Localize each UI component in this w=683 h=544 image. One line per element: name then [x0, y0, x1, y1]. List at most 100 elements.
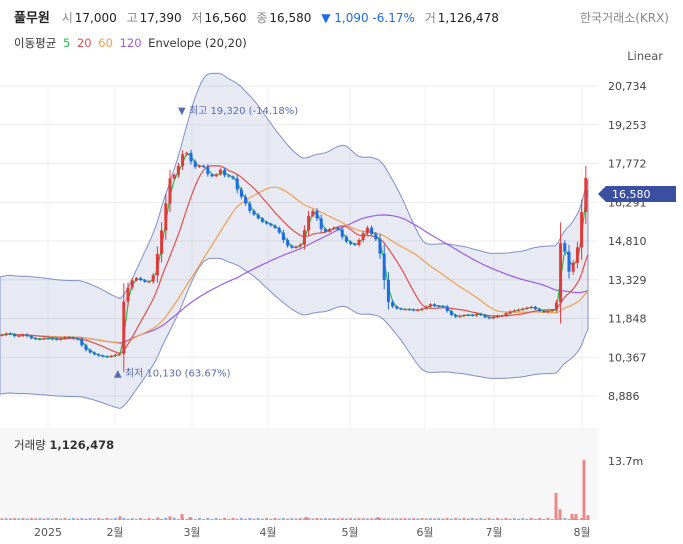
volume-bar — [449, 518, 453, 520]
volume-bar — [202, 519, 206, 520]
candle-body — [403, 309, 407, 311]
scale-mode-button[interactable]: Linear — [627, 49, 663, 63]
volume-panel-bg — [0, 428, 598, 520]
y-tick-label: 20,734 — [608, 80, 647, 93]
volume-bar — [558, 509, 562, 520]
candle-body — [8, 333, 12, 335]
candle-body — [395, 306, 399, 309]
legend-envelope[interactable]: Envelope (20,20) — [148, 36, 247, 50]
volume-panel-value: 1,126,478 — [49, 438, 115, 452]
volume-bar — [126, 518, 130, 520]
volume-bar — [378, 518, 382, 520]
candle-body — [500, 315, 504, 317]
legend-ma20[interactable]: 20 — [76, 36, 92, 50]
volume-bar — [156, 517, 160, 520]
volume-bar — [265, 517, 269, 520]
candle-body — [416, 310, 420, 312]
candle-body — [118, 353, 122, 355]
candle-body — [248, 203, 252, 211]
candle-body — [412, 309, 416, 311]
candle-body — [214, 174, 218, 177]
candle-body — [504, 313, 508, 316]
volume-bar — [286, 518, 290, 520]
candle-body — [101, 355, 105, 357]
candle-body — [181, 154, 185, 166]
candle-body — [487, 317, 491, 319]
volume-bar — [584, 519, 588, 520]
volume-bar — [269, 518, 273, 520]
volume-bar — [55, 518, 59, 520]
candle-body — [155, 253, 159, 276]
x-tick-label: 2025 — [34, 526, 62, 539]
candle-body — [567, 251, 571, 272]
candle-body — [202, 165, 206, 167]
volume-bar — [4, 518, 8, 520]
candle-body — [428, 304, 432, 307]
volume-bar — [256, 517, 260, 520]
x-tick-label: 2월 — [106, 526, 123, 539]
volume-bar — [349, 518, 353, 520]
candle-body — [210, 174, 214, 177]
candle-body — [109, 355, 113, 357]
legend-ma5[interactable]: 5 — [62, 36, 71, 50]
exchange-name: 한국거래소(KRX) — [580, 11, 669, 25]
y-axis: 20,73419,25317,77216,29114,81013,32911,8… — [608, 80, 647, 403]
ma-legend: 이동평균 5 20 60 120 Envelope (20,20) — [14, 35, 250, 51]
candle-body — [538, 308, 542, 311]
volume-bar — [570, 514, 574, 520]
volume-bar — [399, 518, 403, 520]
candle-body — [332, 227, 336, 229]
candle-body — [571, 262, 575, 272]
low-label: 저 — [191, 11, 203, 25]
candle-body — [491, 316, 495, 319]
volume-bars: 13.7m — [0, 428, 643, 520]
candle-body — [122, 301, 126, 354]
candle-body — [265, 221, 269, 224]
y-tick-label: 10,367 — [608, 351, 647, 364]
candle-body — [134, 278, 138, 281]
volume-bar — [550, 518, 554, 520]
volume-bar — [508, 518, 512, 520]
volume-bar — [357, 518, 361, 520]
volume-bar — [391, 518, 395, 520]
high-label: 고 — [126, 11, 138, 25]
volume-bar — [29, 518, 33, 520]
candle-body — [437, 306, 441, 308]
candle-body — [290, 245, 294, 248]
close-value: 16,580 — [269, 11, 312, 25]
volume-bar — [164, 517, 168, 520]
volume-bar — [50, 518, 54, 520]
volume-bar — [13, 518, 17, 520]
volume-bar — [567, 519, 571, 520]
volume-bar — [496, 517, 500, 520]
candle-body — [34, 338, 38, 340]
volume-bar — [139, 517, 143, 520]
volume-bar — [525, 518, 529, 520]
candle-body — [294, 246, 298, 248]
candle-body — [508, 311, 512, 314]
ma60-line — [0, 186, 589, 345]
candle-body — [521, 308, 525, 310]
candle-body — [97, 354, 101, 356]
candle-body — [529, 306, 533, 308]
volume-bar — [491, 518, 495, 520]
y-tick-label: 11,848 — [608, 313, 647, 326]
volume-bar — [8, 518, 12, 520]
legend-ma120[interactable]: 120 — [119, 36, 142, 50]
high-annotation: ▼ 최고 19,320 (-14.18%) — [178, 105, 298, 117]
candle-body — [386, 279, 390, 302]
quote-header: 풀무원 시 17,000 고 17,390 저 16,560 종 16,580 ▼ 1,… — [14, 7, 505, 26]
legend-ma60[interactable]: 60 — [98, 36, 113, 50]
volume-bar — [134, 518, 138, 520]
volume-bar — [67, 518, 71, 520]
stock-name: 풀무원 — [14, 11, 50, 26]
ma20-line — [0, 165, 589, 355]
x-tick-label: 4월 — [259, 526, 276, 539]
volume-bar — [223, 517, 227, 520]
volume-bar — [382, 518, 386, 520]
grid — [0, 85, 598, 520]
volume-bar — [353, 518, 357, 520]
volume-bar — [554, 493, 558, 520]
volume-bar — [248, 517, 252, 520]
